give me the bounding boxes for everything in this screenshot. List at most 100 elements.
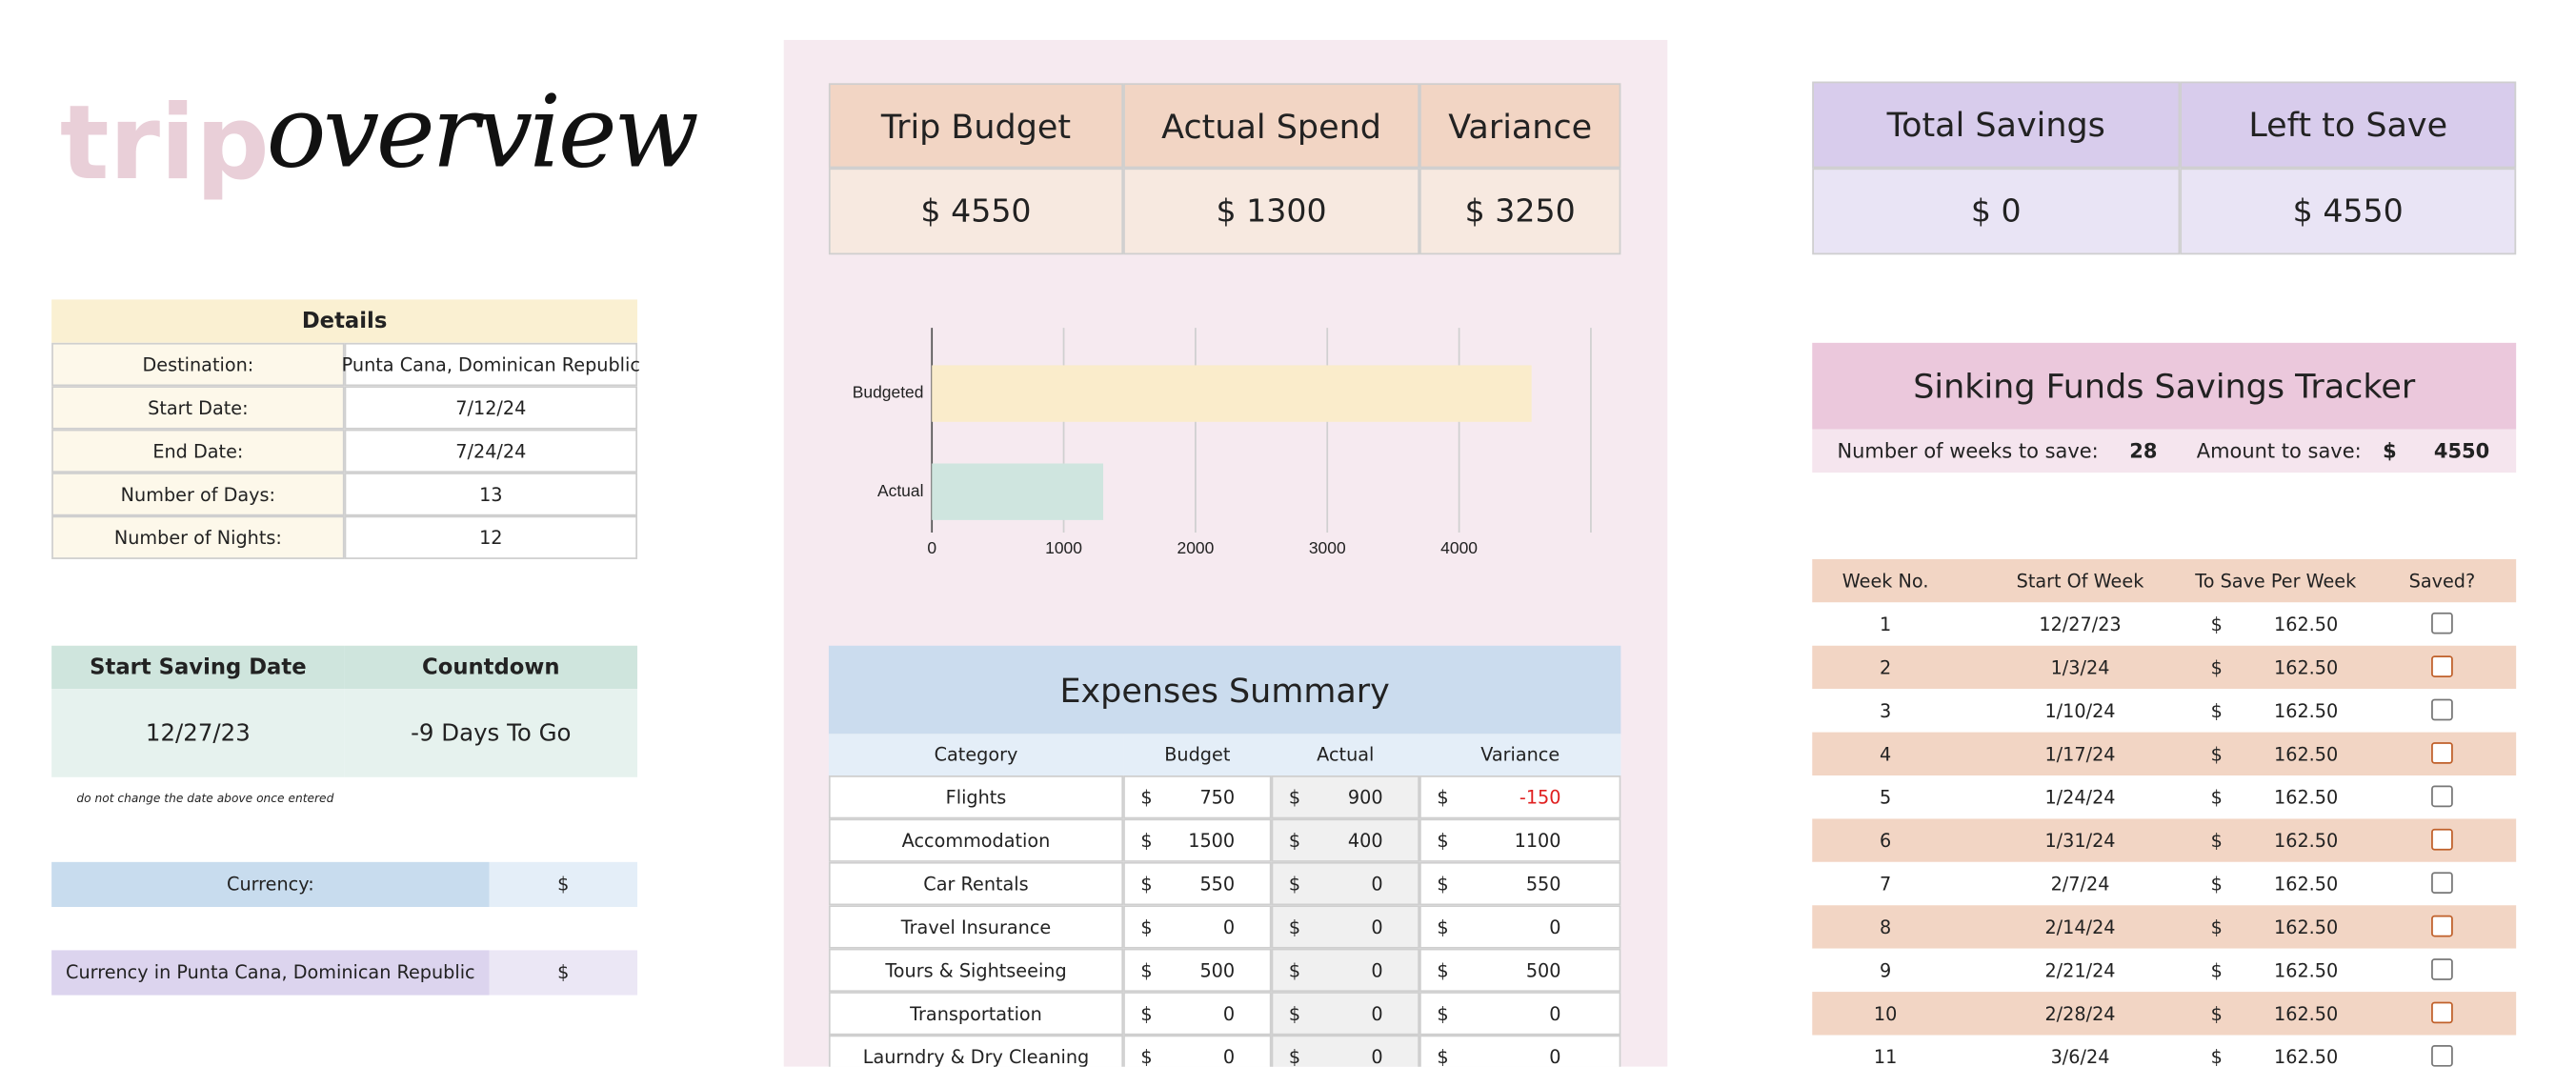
checkbox[interactable] — [2431, 698, 2453, 721]
week-no: 2 — [1880, 656, 1892, 678]
checkbox[interactable] — [2431, 655, 2453, 677]
currency-sign: $ — [1288, 959, 1301, 981]
week-start: 2/14/24 — [2044, 916, 2116, 938]
week-amount: 162.50 — [2274, 1045, 2339, 1067]
currency-sign: $ — [1140, 873, 1153, 895]
currency-sign: $ — [1288, 1045, 1301, 1067]
week-amount: 162.50 — [2274, 829, 2339, 852]
week-amount: 162.50 — [2274, 916, 2339, 938]
x-tick-label: 2000 — [1177, 538, 1214, 557]
checkbox[interactable] — [2431, 1001, 2453, 1024]
weeks-header: To Save Per Week — [2195, 570, 2357, 592]
week-no: 11 — [1873, 1045, 1898, 1067]
amount: 0 — [1549, 1045, 1561, 1067]
cell — [1123, 1035, 1272, 1067]
cell — [1123, 818, 1272, 862]
checkbox[interactable] — [2431, 1044, 2453, 1067]
currency-sign: $ — [1288, 873, 1301, 895]
expenses-title: Expenses Summary — [828, 645, 1621, 735]
amount: 0 — [1371, 1045, 1383, 1067]
week-row — [1812, 775, 2517, 819]
week-start: 12/27/23 — [2039, 613, 2122, 635]
week-amount: 162.50 — [2274, 656, 2339, 678]
category: Tours & Sightseeing — [828, 948, 1124, 993]
currency-sign: $ — [2210, 786, 2223, 809]
bar — [932, 365, 1532, 422]
y-tick-label: Actual — [877, 481, 924, 500]
currency-sign: $ — [1288, 1002, 1301, 1025]
week-no: 1 — [1880, 613, 1892, 635]
currency-value: $ — [489, 861, 638, 908]
cell — [1123, 992, 1272, 1036]
amount: 4550 — [2433, 439, 2490, 463]
amount: 900 — [1347, 786, 1383, 809]
expenses-header: Variance — [1419, 734, 1621, 776]
currency-sign: $ — [2210, 873, 2223, 895]
currency-value: $ — [489, 950, 638, 996]
currency-sign: $ — [1437, 786, 1449, 809]
category: Transportation — [828, 992, 1124, 1036]
checkbox[interactable] — [2431, 785, 2453, 808]
detail-label: Start Date: — [51, 386, 345, 430]
weeks-header-row — [1812, 558, 2517, 603]
amount-label: Amount to save: — [2196, 439, 2362, 463]
detail-value: 13 — [344, 473, 638, 516]
weeks-header: Saved? — [2408, 570, 2476, 592]
cell — [1419, 992, 1621, 1036]
amount: 500 — [1525, 959, 1561, 981]
expenses-header: Category — [828, 734, 1124, 776]
currency-sign: $ — [2210, 613, 2223, 635]
checkbox[interactable] — [2431, 828, 2453, 851]
cell — [1123, 905, 1272, 949]
currency-sign: $ — [1437, 873, 1449, 895]
expenses-header: Actual — [1271, 734, 1420, 776]
cell — [1271, 775, 1420, 819]
weeks-label: Number of weeks to save: — [1837, 439, 2099, 463]
checkbox[interactable] — [2431, 915, 2453, 937]
weeks-header: Week No. — [1841, 570, 1929, 592]
amount: 0 — [1549, 1002, 1561, 1025]
checkbox[interactable] — [2431, 958, 2453, 980]
currency-sign: $ — [2210, 742, 2223, 765]
week-amount: 162.50 — [2274, 786, 2339, 809]
currency-sign: $ — [2210, 1002, 2223, 1025]
currency-sign: $ — [1140, 1045, 1153, 1067]
saving-note: do not change the date above once entere… — [76, 792, 334, 806]
amount: 0 — [1371, 873, 1383, 895]
currency-label: Currency: — [51, 861, 490, 908]
currency-sign: $ — [1140, 829, 1153, 852]
amount: 500 — [1199, 959, 1236, 981]
saving-value: 12/27/23 — [51, 689, 345, 777]
savings-value: $ 4550 — [2180, 168, 2517, 255]
week-amount: 162.50 — [2274, 959, 2339, 981]
checkbox[interactable] — [2431, 872, 2453, 895]
cell — [1419, 818, 1621, 862]
expenses-header: Budget — [1123, 734, 1272, 776]
weeks: 28 — [2129, 439, 2158, 463]
week-no: 7 — [1880, 873, 1892, 895]
week-row — [1812, 732, 2517, 776]
week-start: 1/17/24 — [2044, 742, 2116, 765]
currency-sign: $ — [2210, 829, 2223, 852]
cell — [1419, 905, 1621, 949]
details-header: Details — [51, 299, 638, 343]
amount: -150 — [1519, 786, 1561, 809]
currency-sign: $ — [1288, 916, 1301, 938]
week-amount: 162.50 — [2274, 1002, 2339, 1025]
amount: 0 — [1371, 959, 1383, 981]
amount: 0 — [1222, 1045, 1236, 1067]
week-no: 8 — [1880, 916, 1892, 938]
summary-header: Actual Spend — [1123, 83, 1420, 169]
cell — [1271, 905, 1420, 949]
week-start: 2/7/24 — [2050, 873, 2110, 895]
week-amount: 162.50 — [2274, 873, 2339, 895]
checkbox[interactable] — [2431, 742, 2453, 764]
cell — [1419, 1035, 1621, 1067]
amount: 0 — [1371, 916, 1383, 938]
checkbox[interactable] — [2431, 612, 2453, 634]
currency-sign: $ — [1437, 829, 1449, 852]
week-row — [1812, 602, 2517, 646]
cell — [1271, 818, 1420, 862]
